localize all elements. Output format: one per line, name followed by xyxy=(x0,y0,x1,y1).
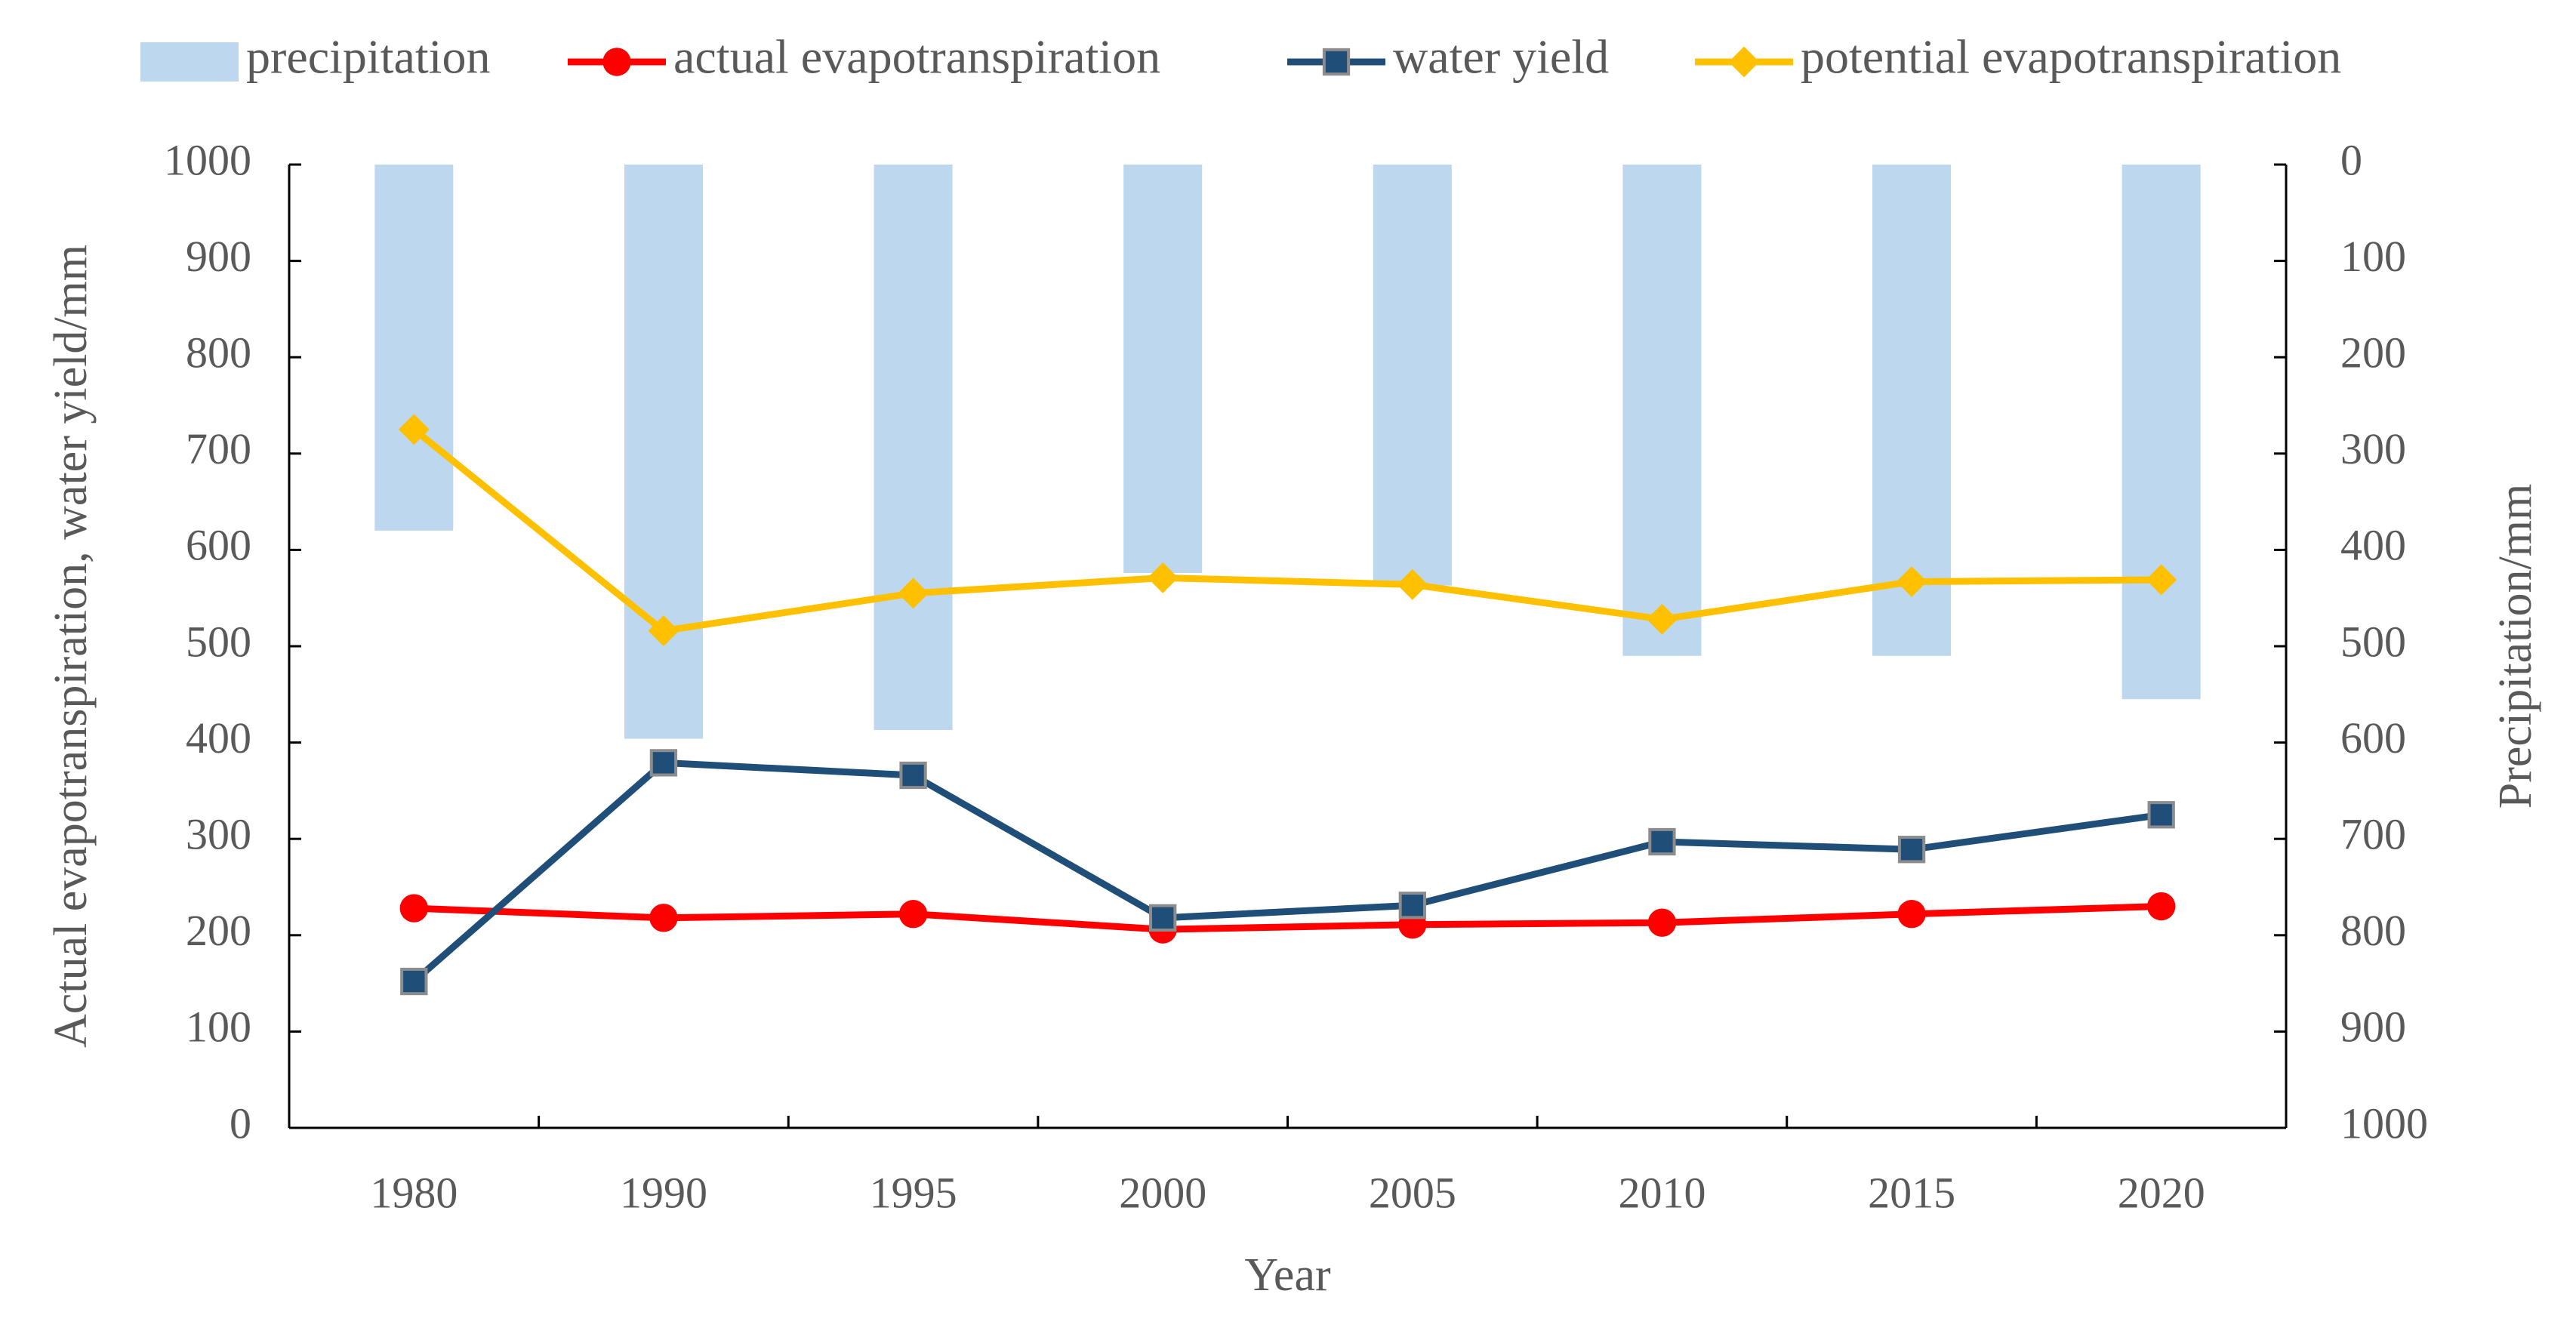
water-yield-point xyxy=(2147,801,2175,829)
y-tick-label-left: 500 xyxy=(186,617,251,666)
precipitation-bar xyxy=(874,165,953,731)
potential-evapotranspiration-point xyxy=(1147,562,1179,593)
actual-evapotranspiration-point xyxy=(399,894,429,923)
water-yield-point xyxy=(1398,892,1426,920)
x-tick-label: 2020 xyxy=(2118,1168,2205,1217)
y-tick-label-left: 300 xyxy=(186,810,251,859)
y-tick-label-left: 100 xyxy=(186,1003,251,1052)
y-axis-title-left: Actual evapotranspiration, water yield/m… xyxy=(45,245,97,1048)
precipitation-bar xyxy=(1622,165,1702,656)
y-tick-label-right: 600 xyxy=(2340,713,2406,762)
y-tick-label-right: 300 xyxy=(2340,424,2406,473)
y-tick-label-right: 100 xyxy=(2340,232,2406,281)
actual-evapotranspiration-point xyxy=(2146,892,2176,921)
x-tick-label: 2000 xyxy=(1119,1168,1206,1217)
water-yield-point xyxy=(1149,904,1177,932)
y-tick-label-right: 1000 xyxy=(2340,1098,2428,1147)
y-axis-title-right: Precipitation/mm xyxy=(2490,484,2541,809)
legend-marker-water-yield xyxy=(1322,48,1351,76)
legend-swatch-precipitation xyxy=(140,42,239,82)
actual-evapotranspiration-point xyxy=(1647,908,1677,937)
actual-evapotranspiration-point xyxy=(649,904,678,932)
precipitation-bar xyxy=(1373,165,1452,586)
actual-evapotranspiration-point xyxy=(1897,900,1926,929)
precipitation-bar xyxy=(1123,165,1203,574)
potential-evapotranspiration-point xyxy=(1896,566,1927,597)
potential-evapotranspiration-point xyxy=(898,578,929,609)
y-tick-label-right: 700 xyxy=(2340,810,2406,859)
water-yield-line xyxy=(411,759,2162,984)
legend-item-water-yield: water yield xyxy=(1287,30,1609,84)
y-tick-label-right: 800 xyxy=(2340,906,2406,955)
legend-label-potential-evapotranspiration: potential evapotranspiration xyxy=(1801,30,2341,84)
y-tick-label-left: 700 xyxy=(186,424,251,473)
potential-evapotranspiration-point xyxy=(648,615,679,646)
y-tick-label-right: 200 xyxy=(2340,328,2406,377)
water-yield-point xyxy=(649,749,678,777)
y-tick-label-left: 0 xyxy=(230,1098,251,1147)
legend-label-actual-evapotranspiration: actual evapotranspiration xyxy=(673,30,1160,84)
x-tick-label: 1980 xyxy=(370,1168,458,1217)
precipitation-bar xyxy=(374,165,454,531)
x-tick-label: 2005 xyxy=(1369,1168,1456,1217)
y-tick-label-left: 900 xyxy=(186,232,251,281)
legend-label-precipitation: precipitation xyxy=(246,30,490,84)
potential-evapotranspiration-point xyxy=(398,414,430,445)
potential-evapotranspiration-point xyxy=(2146,564,2177,596)
y-tick-label-left: 600 xyxy=(186,521,251,570)
y-tick-label-left: 800 xyxy=(186,328,251,377)
water-yield-point xyxy=(1897,836,1926,864)
actual-evapotranspiration-line xyxy=(414,903,2162,933)
y-tick-label-right: 0 xyxy=(2340,135,2362,184)
y-tick-label-left: 1000 xyxy=(164,135,251,184)
legend-item-actual-evapotranspiration: actual evapotranspiration xyxy=(568,30,1160,84)
legend-item-potential-evapotranspiration: potential evapotranspiration xyxy=(1695,30,2341,84)
precipitation-bar xyxy=(624,165,703,739)
x-tick-label: 2015 xyxy=(1868,1168,1955,1217)
x-tick-label: 2010 xyxy=(1618,1168,1706,1217)
y-tick-label-right: 500 xyxy=(2340,617,2406,666)
y-tick-label-left: 200 xyxy=(186,906,251,955)
legend-item-precipitation: precipitation xyxy=(140,30,490,84)
y-tick-label-right: 900 xyxy=(2340,1003,2406,1052)
water-yield-point xyxy=(400,967,428,996)
y-tick-label-right: 400 xyxy=(2340,521,2406,570)
x-tick-label: 1990 xyxy=(620,1168,707,1217)
potential-evapotranspiration-line xyxy=(411,427,2162,635)
y-tick-label-left: 400 xyxy=(186,713,251,762)
potential-evapotranspiration-point xyxy=(1647,603,1678,635)
legend-label-water-yield: water yield xyxy=(1393,30,1609,84)
x-tick-label: 1995 xyxy=(870,1168,957,1217)
potential-evapotranspiration-point xyxy=(1397,568,1428,600)
precipitation-bar xyxy=(2122,165,2201,700)
legend-marker-potential-evapotranspiration xyxy=(1728,46,1760,78)
x-axis-title: Year xyxy=(1244,1249,1331,1301)
legend-marker-actual-evapotranspiration xyxy=(602,48,631,76)
actual-evapotranspiration-point xyxy=(898,900,928,929)
water-yield-point xyxy=(1648,827,1676,856)
water-yield-point xyxy=(899,761,927,790)
